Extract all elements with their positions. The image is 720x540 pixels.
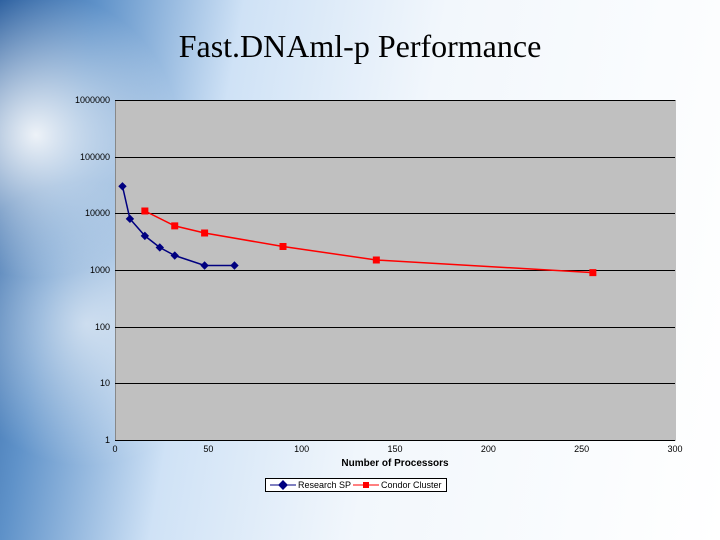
gridline <box>115 157 675 158</box>
y-tick-label: 10 <box>60 378 110 388</box>
gridline <box>115 327 675 328</box>
x-axis-title: Number of Processors <box>115 458 675 469</box>
y-tick-label: 1000 <box>60 265 110 275</box>
y-tick-label: 1000000 <box>60 95 110 105</box>
gridline <box>115 383 675 384</box>
gridline <box>115 213 675 214</box>
legend-item: Research SP <box>270 480 351 490</box>
legend-swatch <box>353 480 379 490</box>
x-tick-label: 150 <box>387 444 402 454</box>
y-tick-label: 10000 <box>60 208 110 218</box>
x-tick-label: 100 <box>294 444 309 454</box>
x-tick-label: 250 <box>574 444 589 454</box>
x-tick-label: 300 <box>667 444 682 454</box>
slide-title: Fast.DNAml-p Performance <box>0 28 720 65</box>
gridline <box>115 100 675 101</box>
y-tick-label: 100 <box>60 322 110 332</box>
y-tick-label: 1 <box>60 435 110 445</box>
x-tick-label: 0 <box>112 444 117 454</box>
legend-item: Condor Cluster <box>353 480 442 490</box>
y-tick-label: 100000 <box>60 152 110 162</box>
legend-swatch <box>270 480 296 490</box>
chart-legend: Research SP Condor Cluster <box>265 478 447 492</box>
x-tick-label: 50 <box>203 444 213 454</box>
gridline <box>115 270 675 271</box>
x-tick-label: 200 <box>481 444 496 454</box>
slide-root: Fast.DNAml-p Performance 110100100010000… <box>0 0 720 540</box>
gridline <box>115 440 675 441</box>
legend-label: Condor Cluster <box>381 480 442 490</box>
legend-label: Research SP <box>298 480 351 490</box>
